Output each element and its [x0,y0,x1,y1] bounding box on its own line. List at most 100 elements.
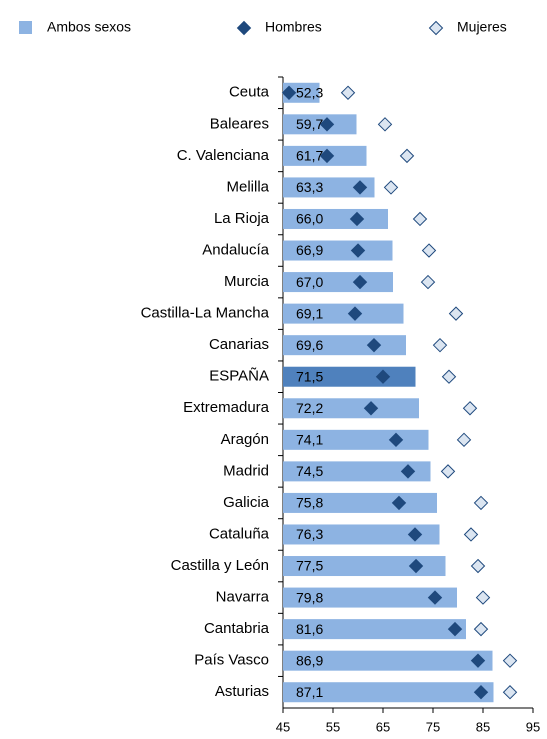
women-marker [412,211,428,227]
men-marker [447,621,463,637]
y-tick-label: Castilla y León [171,557,269,574]
men-marker [347,306,363,321]
women-marker [440,464,456,479]
bar-value-label: 81,6 [296,621,323,637]
bar-value-label: 66,0 [296,211,323,227]
bar-value-label: 69,1 [296,305,323,321]
y-tick-label: Ceuta [229,84,270,101]
men-marker [473,685,489,700]
bar-value-label: 61,7 [296,148,323,164]
bar-value-label: 59,7 [296,116,323,132]
men-marker [375,369,391,384]
bar [283,682,494,703]
x-tick-label: 75 [426,719,440,734]
bar [283,524,440,545]
men-marker [352,274,368,290]
bar [283,114,357,135]
bar-value-label: 63,3 [296,179,323,195]
bar [283,398,419,419]
bar [283,619,466,640]
women-marker [428,20,444,36]
women-marker [462,401,478,416]
women-marker [377,117,393,132]
bar [283,303,404,324]
bar-value-label: 71,5 [296,368,323,384]
women-marker [399,148,415,164]
y-tick-label: C. Valenciana [177,147,270,164]
men-marker [319,117,335,132]
bar-value-label: 86,9 [296,652,323,668]
y-tick-label: Canarias [209,336,269,353]
men-marker [352,180,368,195]
y-tick-label: Andalucía [202,241,269,258]
men-marker [470,653,486,668]
men-marker [388,432,404,448]
bar [283,650,493,671]
y-tick-label: Madrid [223,462,269,479]
y-tick-label: La Rioja [214,210,270,227]
men-marker [281,85,297,100]
y-tick-label: Melilla [226,178,269,195]
y-tick-label: Navarra [216,589,270,606]
women-marker [421,243,437,258]
bar [283,272,393,293]
bar-value-label: 67,0 [296,274,323,290]
bar-value-label: 69,6 [296,337,323,353]
women-marker [463,527,479,542]
bar-value-label: 77,5 [296,558,323,574]
x-tick-label: 45 [276,719,290,734]
men-marker [349,211,365,227]
bar-value-label: 79,8 [296,589,323,605]
women-marker [448,306,464,321]
women-marker [383,180,399,195]
y-tick-label: Extremadura [183,399,270,416]
legend-label: Ambos sexos [47,19,131,35]
men-marker [408,558,424,574]
bar-value-label: 76,3 [296,526,323,542]
women-marker [432,337,448,353]
women-marker [475,590,491,605]
x-tick-label: 55 [326,719,340,734]
women-marker [340,85,356,100]
women-marker [473,495,489,511]
women-marker [473,621,489,637]
x-tick-label: 65 [376,719,390,734]
men-marker [350,243,366,258]
y-tick-label: Castilla-La Mancha [141,305,270,322]
bar-value-label: 87,1 [296,684,323,700]
legend-label: Hombres [265,19,322,35]
bar [283,556,446,577]
y-tick-label: Baleares [210,115,269,132]
legend-swatch [19,21,32,34]
y-tick-label: Aragón [221,431,269,448]
bar [283,429,429,450]
x-tick-label: 85 [476,719,490,734]
men-marker [319,148,335,164]
men-marker [400,464,416,479]
x-tick-label: 95 [526,719,540,734]
men-marker [391,495,407,511]
y-tick-label: ESPAÑA [209,368,269,385]
women-marker [502,653,518,668]
bar-value-label: 66,9 [296,242,323,258]
women-marker [456,432,472,448]
y-tick-label: Galicia [223,494,270,511]
bar-value-label: 74,1 [296,432,323,448]
women-marker [441,369,457,384]
bar-value-label: 75,8 [296,495,323,511]
bar-value-label: 72,2 [296,400,323,416]
y-tick-label: Cataluña [209,525,270,542]
y-tick-label: Cantabria [204,620,270,637]
bar [283,82,320,103]
bar [283,587,457,608]
men-marker [427,590,443,605]
bar-value-label: 74,5 [296,463,323,479]
bar [283,177,375,198]
men-marker [366,337,382,353]
men-marker [236,20,252,36]
men-marker [363,401,379,416]
bar [283,208,388,229]
women-marker [420,274,436,290]
y-tick-label: Asturias [215,683,269,700]
